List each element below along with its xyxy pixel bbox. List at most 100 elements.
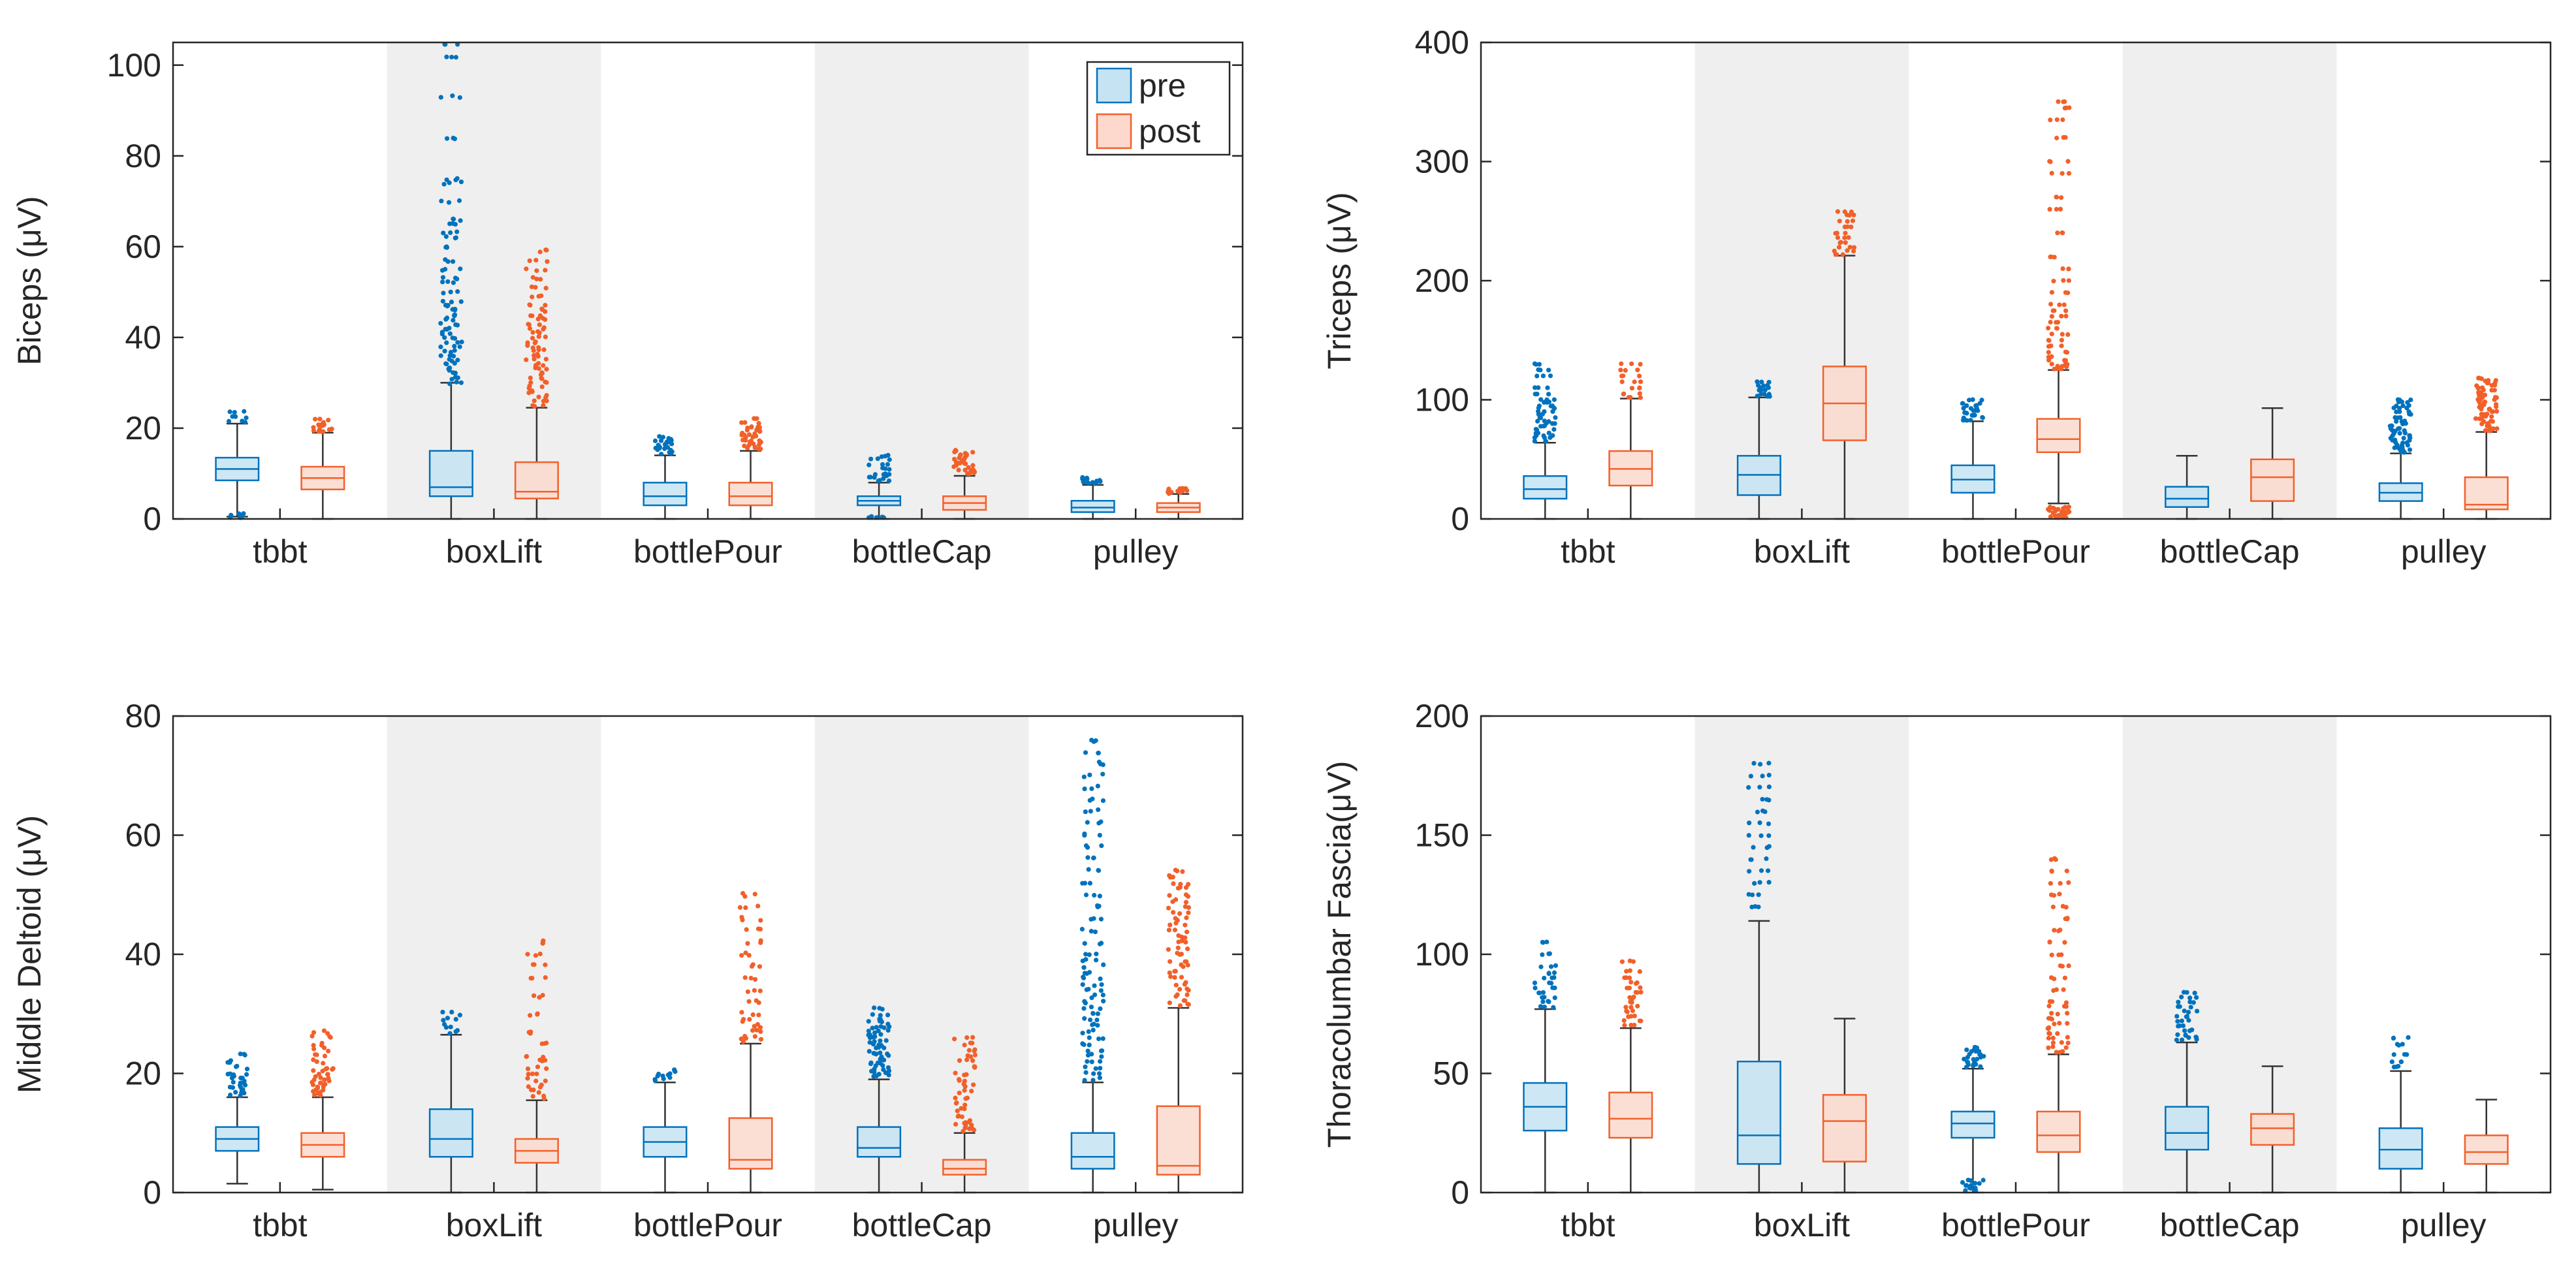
post-boxlift-outlier (533, 285, 538, 290)
pre-boxlift-box (1736, 1061, 1781, 1165)
pre-pulley-outlier (2407, 447, 2413, 452)
pre-bottlepour-outlier (1977, 1181, 1982, 1186)
pre-pulley-outlier (1092, 992, 1098, 997)
pre-boxlift-outlier (447, 1031, 453, 1036)
post-bottlepour-outlier (757, 1025, 763, 1030)
pre-bottlepour-outlier (664, 439, 669, 445)
post-pulley-outlier (1168, 922, 1173, 928)
post-boxlift-outlier (1845, 219, 1850, 224)
pre-bottlepour-outlier (1969, 413, 1975, 418)
pre-pulley-outlier (1098, 988, 1104, 993)
pre-bottlepour-box (1950, 1110, 1996, 1139)
post-boxlift-outlier (536, 1090, 541, 1095)
post-bottlepour-outlier (2063, 1000, 2069, 1005)
pre-pulley-outlier (1100, 798, 1106, 804)
pre-boxlift-outlier (459, 339, 464, 345)
post-bottlepour-outlier (2056, 507, 2061, 512)
pre-boxlift-outlier (1766, 868, 1771, 873)
post-boxlift-box (1822, 1094, 1867, 1163)
post-tbbt-outlier (326, 1076, 331, 1081)
pre-boxlift-outlier (1748, 773, 1754, 779)
post-boxlift-outlier (528, 1029, 533, 1035)
post-tbbt-outlier (1623, 1005, 1629, 1010)
post-bottlepour-outlier (2049, 314, 2054, 319)
pre-pulley-outlier (1100, 772, 1105, 777)
pre-tbbt-outlier (1542, 975, 1547, 981)
y-tick-label: 60 (125, 228, 161, 265)
pre-boxlift-outlier (456, 198, 462, 203)
x-tick-label-pulley: pulley (2401, 533, 2487, 570)
post-tbbt-outlier (321, 1087, 326, 1093)
post-bottlecap-outlier (959, 1114, 964, 1119)
pre-pulley-outlier (2405, 399, 2410, 405)
pre-boxlift-outlier (450, 336, 455, 341)
pre-bottlecap-outlier (887, 467, 892, 472)
pre-boxlift-outlier (439, 198, 444, 204)
pre-pulley-outlier (1093, 958, 1099, 963)
post-bottlecap-outlier (962, 1078, 967, 1084)
post-boxlift-outlier (539, 376, 545, 381)
pre-boxlift-box (428, 1108, 473, 1158)
pre-boxlift-outlier (1760, 796, 1765, 802)
pre-boxlift-outlier (453, 275, 458, 281)
post-boxlift-outlier (1849, 225, 1854, 230)
pre-pulley-outlier (2401, 435, 2406, 441)
pre-bottlecap-outlier (878, 1038, 883, 1044)
post-bottlepour-outlier (2048, 881, 2053, 886)
pre-bottlecap-outlier (871, 1050, 876, 1056)
pre-bottlepour-outlier (656, 1071, 661, 1076)
pre-pulley-outlier (1099, 982, 1104, 987)
pre-tbbt-outlier (1534, 373, 1540, 379)
post-bottlepour-outlier (2066, 266, 2071, 272)
pre-pulley-outlier (1080, 881, 1085, 886)
post-bottlepour-outlier (750, 1028, 755, 1033)
post-boxlift-outlier (524, 266, 529, 272)
pre-bottlecap-box (2165, 486, 2210, 508)
pre-pulley-outlier (1094, 951, 1099, 957)
post-bottlepour-outlier (2065, 290, 2071, 296)
pre-boxlift-outlier (443, 302, 449, 308)
post-bottlecap-outlier (962, 1072, 967, 1078)
post-boxlift-outlier (543, 1078, 548, 1084)
pre-boxlift-outlier (453, 55, 458, 60)
post-bottlepour-outlier (2063, 308, 2069, 313)
pre-pulley-outlier (1096, 807, 1101, 813)
pre-pulley-outlier (1096, 751, 1101, 756)
post-pulley-outlier (1185, 946, 1190, 952)
post-bottlepour-outlier (2046, 1003, 2052, 1008)
post-pulley-box (2464, 1134, 2509, 1165)
pre-pulley-outlier (1097, 1075, 1102, 1080)
pre-bottlecap-outlier (867, 1049, 872, 1054)
pre-pulley-box (1070, 499, 1115, 513)
pre-pulley-outlier (1082, 786, 1087, 792)
pre-pulley-outlier (1083, 892, 1089, 898)
pre-boxlift-outlier (453, 307, 458, 313)
pre-pulley-outlier (2402, 428, 2407, 433)
post-bottlepour-outlier (2048, 505, 2053, 510)
post-boxlift-outlier (528, 303, 533, 308)
pre-tbbt-outlier (1544, 397, 1550, 403)
post-tbbt-outlier (317, 416, 323, 422)
pre-tbbt-outlier (1536, 385, 1541, 390)
post-tbbt-outlier (1628, 999, 1633, 1005)
post-pulley-outlier (1183, 922, 1188, 928)
post-tbbt-outlier (1621, 373, 1626, 379)
pre-bottlepour-outlier (1978, 1064, 1983, 1069)
post-pulley-outlier (1170, 899, 1175, 904)
post-boxlift-outlier (533, 953, 539, 958)
post-boxlift-outlier (532, 398, 537, 403)
post-bottlepour-outlier (2062, 975, 2068, 980)
post-bottlepour-outlier (2049, 362, 2054, 367)
post-boxlift-outlier (539, 307, 545, 312)
pre-bottlepour-outlier (658, 438, 664, 443)
category-band-bottlecap (2122, 716, 2337, 1193)
pre-pulley-outlier (2408, 397, 2413, 403)
y-axis-title: Biceps (μV) (11, 196, 48, 365)
pre-bottlecap-outlier (872, 472, 878, 477)
category-band-bottlecap (814, 42, 1029, 519)
category-band-boxlift (387, 716, 601, 1193)
pre-boxlift-outlier (457, 344, 462, 349)
post-boxlift-outlier (1837, 219, 1842, 224)
post-boxlift-outlier (1843, 240, 1848, 245)
post-pulley-outlier (1166, 928, 1171, 933)
